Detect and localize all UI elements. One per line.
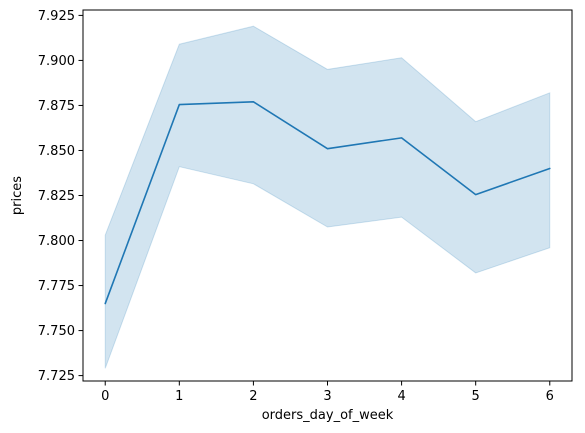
y-tick-label: 7.825 bbox=[38, 189, 75, 204]
y-tick-label: 7.850 bbox=[38, 144, 75, 159]
axes: 0 1 2 3 4 5 6 7.725 7.750 7.775 7.800 7.825 7.850 7.8… bbox=[38, 9, 573, 404]
x-tick-label: 6 bbox=[546, 389, 554, 404]
y-tick-label: 7.800 bbox=[38, 234, 75, 249]
y-tick-label: 7.925 bbox=[38, 9, 75, 24]
x-tick-label: 1 bbox=[175, 389, 183, 404]
y-tick-label: 7.725 bbox=[38, 369, 75, 384]
y-tick-label: 7.750 bbox=[38, 324, 75, 339]
y-tick-label: 7.900 bbox=[38, 54, 75, 69]
confidence-band-0 bbox=[104, 25, 551, 369]
x-tick-label: 3 bbox=[323, 389, 331, 404]
y-tick-label: 7.775 bbox=[38, 279, 75, 294]
x-tick-label: 4 bbox=[397, 389, 405, 404]
y-tick-label: 7.875 bbox=[38, 99, 75, 114]
y-axis-label: prices bbox=[10, 176, 25, 215]
x-axis-label: orders_day_of_week bbox=[262, 408, 394, 423]
plot-area bbox=[104, 25, 551, 369]
x-tick-label: 0 bbox=[101, 389, 109, 404]
series-line-0 bbox=[104, 101, 551, 305]
x-tick-label: 2 bbox=[249, 389, 257, 404]
x-tick-label: 5 bbox=[472, 389, 480, 404]
